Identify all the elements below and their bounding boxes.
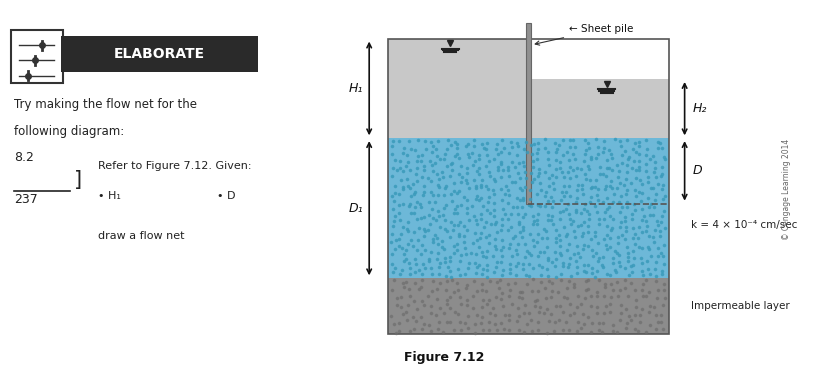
FancyBboxPatch shape <box>11 30 63 83</box>
Bar <box>388 138 669 278</box>
Text: Try making the flow net for the: Try making the flow net for the <box>14 98 197 111</box>
Text: Impermeable layer: Impermeable layer <box>691 301 790 311</box>
Bar <box>526 23 531 203</box>
Text: • D: • D <box>218 191 236 201</box>
Text: 237: 237 <box>14 193 37 206</box>
Text: ]: ] <box>73 170 82 189</box>
Text: D: D <box>693 164 702 177</box>
Text: D₁: D₁ <box>348 202 363 215</box>
Text: © Cengage Learning 2014: © Cengage Learning 2014 <box>782 138 791 240</box>
Bar <box>528 79 669 138</box>
FancyBboxPatch shape <box>61 36 258 72</box>
Text: following diagram:: following diagram: <box>14 125 124 138</box>
Text: H₁: H₁ <box>349 82 363 95</box>
Text: • H₁: • H₁ <box>98 191 121 201</box>
Text: ELABORATE: ELABORATE <box>114 47 205 61</box>
Text: k = 4 × 10⁻⁴ cm/sec: k = 4 × 10⁻⁴ cm/sec <box>691 220 797 230</box>
Text: ← Sheet pile: ← Sheet pile <box>535 24 633 45</box>
Text: Refer to Figure 7.12. Given:: Refer to Figure 7.12. Given: <box>98 161 252 170</box>
Bar <box>388 39 669 334</box>
Bar <box>388 278 669 334</box>
Text: 8.2: 8.2 <box>14 152 34 164</box>
Text: draw a flow net: draw a flow net <box>98 231 185 240</box>
Text: Figure 7.12: Figure 7.12 <box>403 351 484 364</box>
Text: H₂: H₂ <box>693 102 707 115</box>
Bar <box>388 39 528 138</box>
